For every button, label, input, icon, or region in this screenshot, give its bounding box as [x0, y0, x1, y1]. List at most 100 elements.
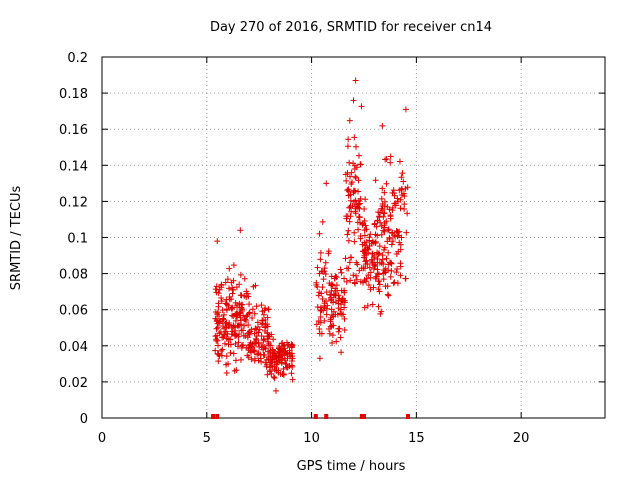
data-point: [246, 329, 253, 336]
data-point: [283, 350, 290, 357]
data-point: [397, 260, 404, 267]
data-point: [367, 274, 374, 281]
data-point: [323, 180, 330, 187]
data-point: [362, 196, 369, 203]
data-point: [353, 272, 360, 279]
data-point: [269, 353, 276, 360]
data-point: [327, 323, 334, 330]
data-point: [365, 282, 372, 289]
data-point: [378, 308, 385, 315]
data-point: [352, 173, 359, 180]
data-point: [241, 292, 248, 299]
data-point: [351, 134, 358, 141]
data-point: [215, 303, 222, 310]
data-point: [397, 205, 404, 212]
data-point: [317, 249, 324, 256]
data-point: [344, 213, 351, 220]
data-point: [238, 321, 245, 328]
data-point: [343, 177, 350, 184]
data-point: [388, 260, 395, 267]
data-point: [335, 325, 342, 332]
data-point: [232, 324, 239, 331]
data-point: [372, 177, 379, 184]
data-point: [355, 214, 362, 221]
data-point: [267, 342, 274, 349]
data-point: [395, 248, 402, 255]
data-point: [228, 305, 235, 312]
data-point: [352, 174, 359, 181]
data-point: [397, 241, 404, 248]
y-tick-label: 0.02: [59, 376, 88, 391]
data-point: [242, 316, 249, 323]
data-point: [243, 288, 250, 295]
data-point: [345, 265, 352, 272]
data-point: [271, 366, 278, 373]
data-point: [228, 331, 235, 338]
data-point: [328, 282, 335, 289]
data-point: [341, 289, 348, 296]
data-point: [232, 311, 239, 318]
data-point: [262, 317, 269, 324]
data-point: [335, 328, 342, 335]
data-point: [230, 262, 237, 269]
data-point: [219, 318, 226, 325]
y-tick-label: 0.18: [59, 87, 88, 102]
data-point: [383, 156, 390, 163]
data-point: [225, 335, 232, 342]
data-point: [277, 371, 284, 378]
data-point: [363, 257, 370, 264]
data-point: [239, 306, 246, 313]
data-point: [229, 312, 236, 319]
data-point: [345, 227, 352, 234]
data-point: [375, 251, 382, 258]
data-point: [319, 284, 326, 291]
data-point: [388, 259, 395, 266]
data-point: [401, 201, 408, 208]
data-point: [270, 373, 277, 380]
data-point: [240, 332, 247, 339]
data-point: [271, 374, 278, 381]
data-point: [361, 206, 368, 213]
data-point: [221, 340, 228, 347]
data-point: [351, 229, 358, 236]
data-point: [316, 230, 323, 237]
data-point: [252, 325, 259, 332]
data-point: [245, 310, 252, 317]
data-point: [241, 322, 248, 329]
data-point: [341, 304, 348, 311]
data-point: [214, 309, 221, 316]
data-point: [266, 364, 273, 371]
data-point: [343, 278, 350, 285]
data-point: [364, 302, 371, 309]
data-point: [323, 289, 330, 296]
data-point: [355, 226, 362, 233]
data-point: [387, 153, 394, 160]
data-point: [250, 283, 257, 290]
data-point: [338, 269, 345, 276]
data-point: [237, 227, 244, 234]
data-point: [328, 273, 335, 280]
data-point: [344, 143, 351, 150]
data-point: [255, 350, 262, 357]
data-point: [272, 387, 279, 394]
data-point: [380, 270, 387, 277]
data-point: [262, 345, 269, 352]
data-point: [404, 210, 411, 217]
data-point: [234, 343, 241, 350]
data-point: [325, 248, 332, 255]
data-point: [384, 203, 391, 210]
data-point: [322, 259, 329, 266]
data-point: [392, 202, 399, 209]
data-point: [341, 326, 348, 333]
data-point: [346, 173, 353, 180]
data-point: [378, 195, 385, 202]
data-point: [376, 281, 383, 288]
data-point: [320, 276, 327, 283]
data-point: [226, 294, 233, 301]
data-point: [331, 292, 338, 299]
data-point: [237, 356, 244, 363]
data-point: [288, 358, 295, 365]
data-point: [341, 275, 348, 282]
data-point: [374, 266, 381, 273]
